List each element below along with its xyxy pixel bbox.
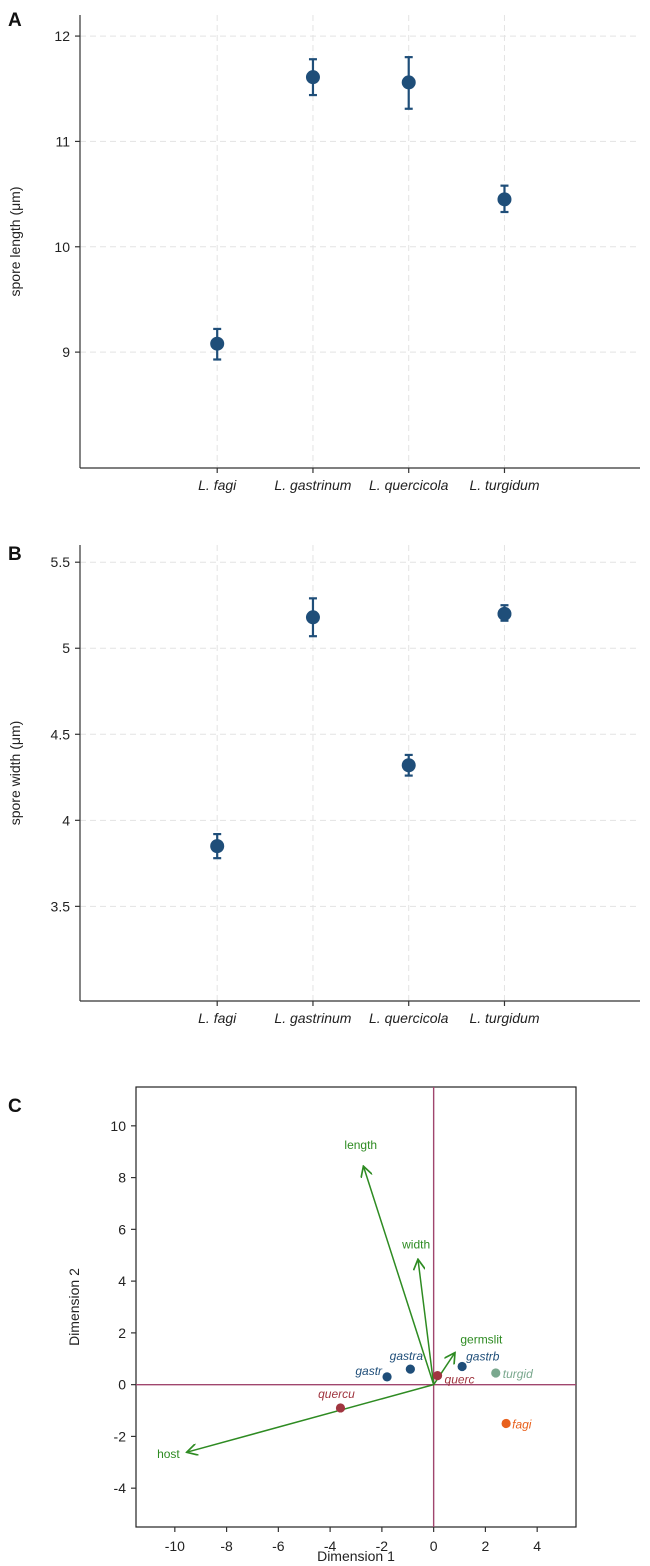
panel-c-ytick-label: 2 xyxy=(118,1325,126,1341)
panel-c-xtick-label: 0 xyxy=(430,1538,438,1554)
panel-c-letter: C xyxy=(8,1096,22,1117)
point-quercu xyxy=(335,1403,346,1413)
point-label-fagi: fagi xyxy=(512,1417,532,1431)
panel-c-ytick-label: 8 xyxy=(118,1170,126,1186)
panel-b-point xyxy=(210,839,225,854)
arrow-length xyxy=(364,1167,435,1385)
arrow-label-host: host xyxy=(157,1447,180,1461)
panel-c-ytick-label: 6 xyxy=(118,1221,126,1237)
panel-c-xtick-label: -2 xyxy=(376,1538,389,1554)
panel-b-ylabel: spore width (μm) xyxy=(7,721,23,826)
point-fagi xyxy=(501,1418,511,1429)
point-gastr xyxy=(382,1372,392,1382)
panel-c-xtick-label: -4 xyxy=(324,1538,337,1554)
arrow-width xyxy=(418,1260,435,1385)
panel-a-ylabel: spore length (μm) xyxy=(7,187,23,297)
panel-c-ytick-label: 0 xyxy=(118,1377,126,1393)
panel-c: C -10 -8 -6 -4 -2 0 2 4 -4 -2 0 2 4 6 8 10 Dimension 1 Di… xyxy=(8,1086,577,1564)
panel-a-category-label: L. turgidum xyxy=(469,477,539,493)
point-label-gastrb: gastrb xyxy=(466,1350,500,1364)
arrow-label-length: length xyxy=(344,1138,377,1152)
panel-b-ytick-label: 5.5 xyxy=(51,554,71,570)
panel-a-point xyxy=(497,192,512,207)
panel-a-category-label: L. quercicola xyxy=(369,477,449,493)
panel-a-ytick-label: 9 xyxy=(62,344,70,360)
panel-c-ytick-label: 4 xyxy=(118,1273,126,1289)
panel-a-category-label: L. gastrinum xyxy=(274,477,351,493)
panel-b-category-label: L. quercicola xyxy=(369,1010,449,1026)
panel-b-letter: B xyxy=(8,544,22,565)
panel-c-xtick-label: -6 xyxy=(272,1538,285,1554)
panel-b-point xyxy=(401,758,416,773)
panel-a-point xyxy=(210,336,225,351)
panel-b-point xyxy=(305,610,320,625)
panel-c-ytick-label: -2 xyxy=(114,1428,127,1444)
panel-a-ytick-label: 10 xyxy=(54,239,70,255)
panel-a: A 9 10 11 12 L. fagi L. gastrinum L. quercicol… xyxy=(7,10,640,493)
panel-c-frame xyxy=(135,1086,577,1528)
arrow-label-width: width xyxy=(401,1237,430,1251)
point-gastrb xyxy=(457,1361,467,1372)
point-label-turgid: turgid xyxy=(503,1367,533,1381)
panel-b-ytick-label: 4 xyxy=(62,812,70,828)
panel-a-letter: A xyxy=(8,10,22,31)
arrow-label-germslit: germslit xyxy=(460,1333,503,1347)
panel-c-xtick-label: -8 xyxy=(220,1538,233,1554)
panel-a-ytick-label: 11 xyxy=(55,133,70,149)
panel-c-ylabel: Dimension 2 xyxy=(66,1268,82,1346)
panel-b-point xyxy=(497,606,512,621)
panel-c-xtick-label: 4 xyxy=(533,1538,541,1554)
point-querc xyxy=(432,1370,443,1381)
panel-c-xtick-label: -10 xyxy=(165,1538,185,1554)
panel-b-category-label: L. turgidum xyxy=(469,1010,539,1026)
point-turgid xyxy=(491,1368,501,1378)
point-label-gastr: gastr xyxy=(355,1364,383,1378)
point-label-quercu: quercu xyxy=(318,1387,355,1401)
panel-c-xlabel: Dimension 1 xyxy=(317,1548,395,1564)
point-label-querc: querc xyxy=(445,1373,475,1387)
point-gastra xyxy=(405,1364,415,1374)
arrow-host xyxy=(188,1383,434,1452)
panel-c-xtick-label: 2 xyxy=(482,1538,490,1554)
panel-b-ytick-label: 3.5 xyxy=(51,898,71,914)
panel-a-point xyxy=(305,70,320,85)
panel-b-ytick-label: 4.5 xyxy=(51,726,71,742)
panel-a-point xyxy=(401,75,416,90)
panel-a-category-label: L. fagi xyxy=(198,477,237,493)
panel-a-ytick-label: 12 xyxy=(54,28,70,44)
panel-c-ytick-label: 10 xyxy=(110,1118,126,1134)
panel-b-ytick-label: 5 xyxy=(62,640,70,656)
panel-b: B 3.5 4 4.5 5 5.5 L. fagi L. gastrinum L. querc… xyxy=(7,544,640,1026)
point-label-gastra: gastra xyxy=(390,1349,424,1363)
panel-b-category-label: L. gastrinum xyxy=(274,1010,351,1026)
panel-c-ytick-label: -4 xyxy=(114,1480,127,1496)
panel-b-category-label: L. fagi xyxy=(198,1010,237,1026)
